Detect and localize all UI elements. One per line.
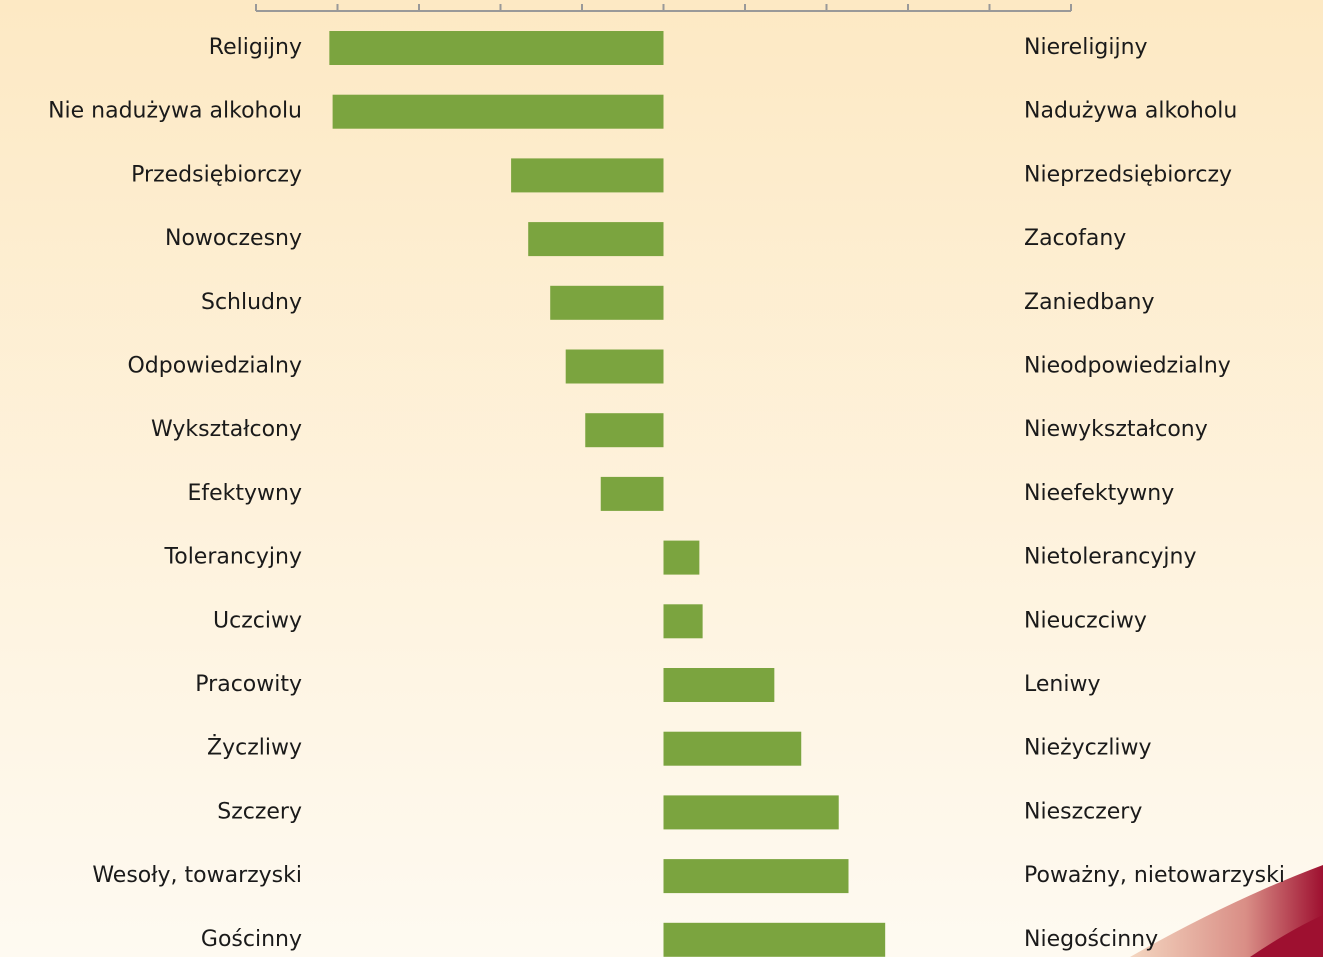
left-label: Życzliwy: [207, 735, 302, 761]
bar: [600, 476, 664, 511]
bar: [663, 540, 700, 575]
bar: [663, 604, 703, 639]
left-label: Pracowity: [195, 672, 302, 697]
left-label: Schludny: [201, 290, 302, 315]
left-label: Tolerancyjny: [164, 545, 302, 570]
right-label: Nieżyczliwy: [1024, 736, 1152, 761]
left-label: Nie nadużywa alkoholu: [48, 99, 302, 124]
decoration: [1130, 865, 1323, 957]
right-label: Nieodpowiedzialny: [1024, 354, 1231, 379]
right-label: Nieefektywny: [1024, 481, 1174, 506]
bar: [511, 158, 664, 193]
bar: [550, 285, 664, 320]
right-label: Nieuczciwy: [1024, 608, 1147, 633]
right-label: Niegościnny: [1024, 927, 1158, 952]
bar: [329, 31, 664, 65]
bar: [332, 94, 664, 129]
bar: [663, 922, 886, 957]
right-label: Nieprzedsiębiorczy: [1024, 162, 1232, 187]
bar: [663, 859, 849, 894]
left-label: Efektywny: [187, 481, 302, 506]
right-label: Nieszczery: [1024, 799, 1142, 824]
left-label: Przedsiębiorczy: [131, 162, 302, 187]
bar: [663, 731, 802, 766]
right-label: Zacofany: [1024, 226, 1126, 251]
bar: [585, 413, 664, 448]
left-label: Wykształcony: [151, 417, 302, 442]
right-label: Nadużywa alkoholu: [1024, 99, 1237, 124]
right-label: Nietolerancyjny: [1024, 545, 1197, 570]
left-label: Nowoczesny: [165, 226, 302, 251]
left-label: Gościnny: [201, 927, 302, 952]
bar: [663, 668, 775, 702]
left-label: Religijny: [209, 35, 302, 60]
left-label: Szczery: [217, 799, 302, 824]
decoration: [1250, 915, 1323, 957]
left-label: Uczciwy: [213, 608, 302, 633]
bar: [565, 349, 664, 384]
bar: [663, 795, 839, 830]
right-label: Niewykształcony: [1024, 417, 1208, 442]
right-label: Leniwy: [1024, 672, 1100, 697]
bar: [528, 222, 664, 257]
right-label: Poważny, nietowarzyski: [1024, 863, 1285, 888]
right-label: Zaniedbany: [1024, 290, 1155, 315]
left-label: Odpowiedzialny: [127, 354, 302, 379]
left-label: Wesoły, towarzyski: [92, 863, 302, 888]
right-label: Niereligijny: [1024, 35, 1148, 60]
